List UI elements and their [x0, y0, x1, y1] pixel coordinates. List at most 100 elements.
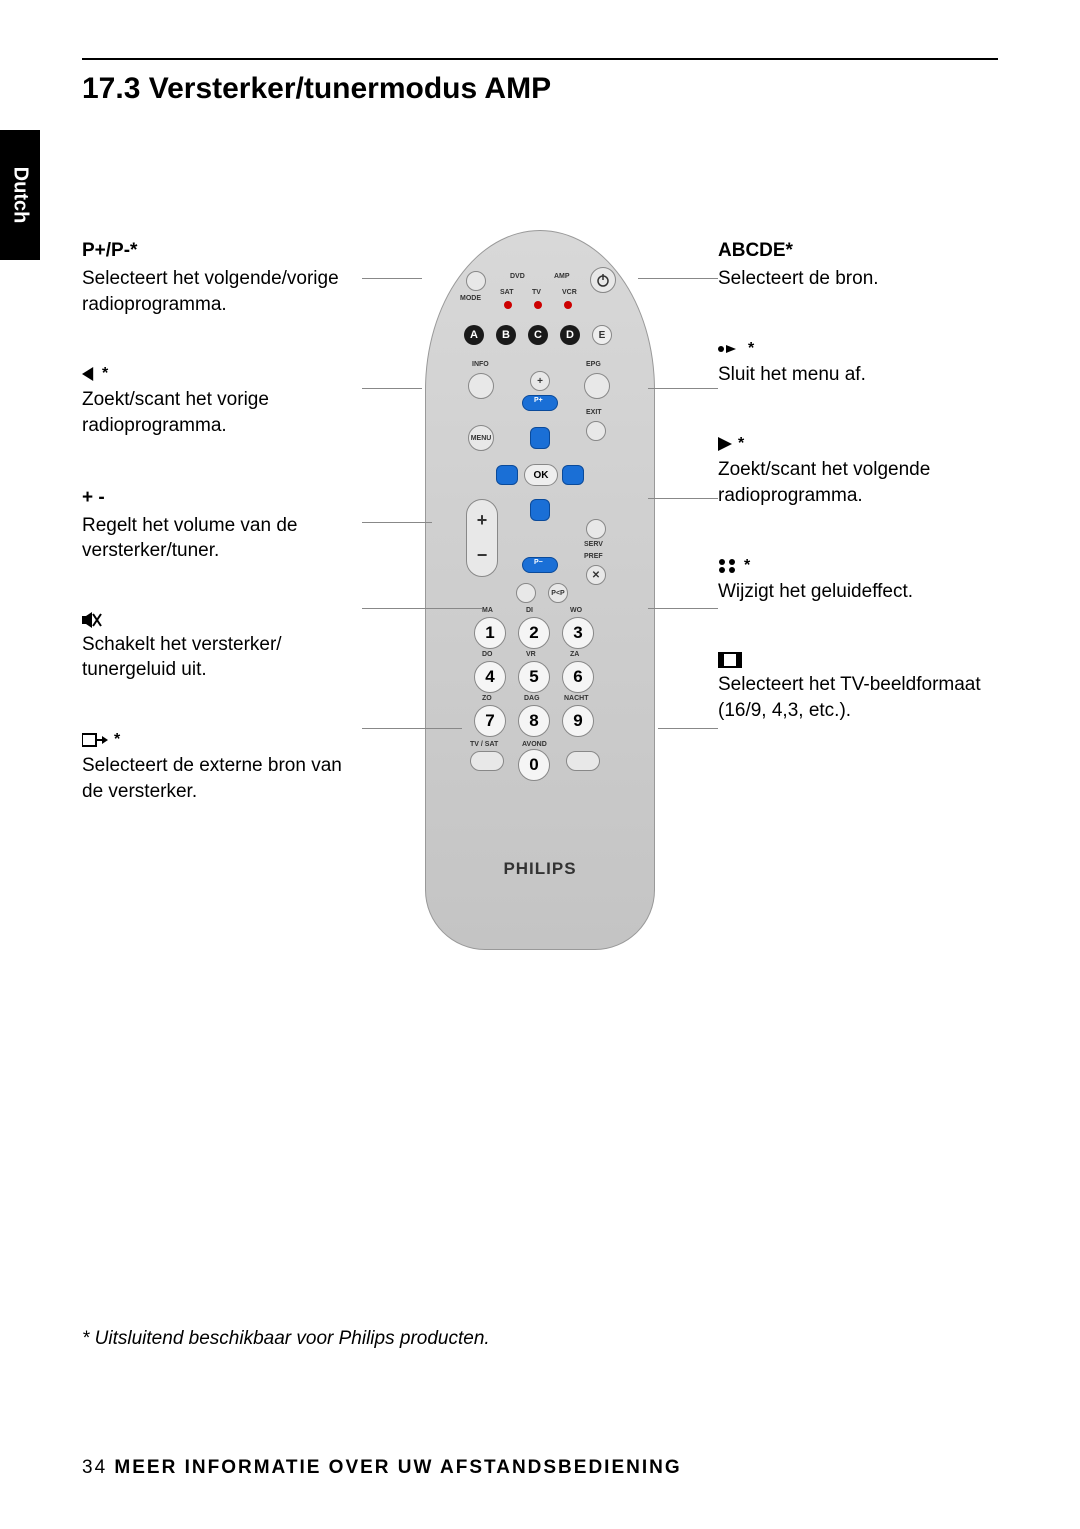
mode-label: MODE: [460, 295, 481, 302]
language-tab-text: Dutch: [9, 167, 32, 224]
pref-label: PREF: [584, 553, 603, 560]
red-led: [534, 301, 542, 309]
right-column: ABCDE* Selecteert de bron. * Sluit het m…: [718, 240, 998, 771]
nav-down-button: [530, 499, 550, 521]
num-0-button: 0: [518, 749, 550, 781]
triangle-left-icon: [82, 367, 96, 381]
desc-text: Selecteert het volgende/vorige radioprog…: [82, 266, 362, 317]
sound-effect-icon: [718, 558, 738, 574]
epg-button: [584, 373, 610, 399]
dvd-label: DVD: [510, 273, 525, 280]
desc-text: Sluit het menu af.: [718, 362, 998, 388]
desc-ext-source: * Selecteert de externe bron van de vers…: [82, 731, 362, 804]
nav-up-button: [530, 427, 550, 449]
num-1-button: 1: [474, 617, 506, 649]
desc-abcde: ABCDE* Selecteert de bron.: [718, 240, 998, 292]
tvsat-button: [470, 751, 504, 771]
asterisk: *: [102, 365, 108, 383]
leader-line: [638, 278, 718, 279]
day-label: MA: [482, 607, 493, 614]
num-4-button: 4: [474, 661, 506, 693]
asterisk: *: [748, 340, 754, 358]
desc-text: Zoekt/scant het vorige radioprogramma.: [82, 387, 362, 438]
leader-line: [362, 608, 482, 609]
num-8-button: 8: [518, 705, 550, 737]
power-button: [590, 267, 616, 293]
desc-text: Selecteert de externe bron van de verste…: [82, 753, 362, 804]
screen-format-icon: [718, 652, 742, 668]
mute-icon: [82, 612, 102, 628]
footnote: * Uitsluitend beschikbaar voor Philips p…: [82, 1328, 490, 1350]
day-label: NACHT: [564, 695, 589, 702]
asterisk: *: [738, 435, 744, 453]
day-label: VR: [526, 651, 536, 658]
exit-button: [586, 421, 606, 441]
desc-prev-scan: * Zoekt/scant het vorige radioprogramma.: [82, 365, 362, 438]
red-led: [504, 301, 512, 309]
footer: 34 MEER INFORMATIE OVER UW AFSTANDSBEDIE…: [82, 1457, 682, 1479]
desc-label: ABCDE*: [718, 240, 998, 262]
leader-line: [362, 522, 432, 523]
leader-line: [362, 388, 422, 389]
menu-button: MENU: [468, 425, 494, 451]
asterisk: *: [744, 557, 750, 575]
power-icon: [596, 273, 610, 287]
num-7-button: 7: [474, 705, 506, 737]
info-label: INFO: [472, 361, 489, 368]
desc-screen-format: Selecteert het TV-beeldformaat (16/9, 4,…: [718, 652, 998, 723]
day-label: DI: [526, 607, 533, 614]
day-label: ZO: [482, 695, 492, 702]
remote-control: DVD AMP MODE SAT TV VCR A B C D E INFO E…: [425, 230, 655, 950]
pref-button: ✕: [586, 565, 606, 585]
leader-line: [648, 608, 718, 609]
desc-exit: * Sluit het menu af.: [718, 340, 998, 388]
day-label: ZA: [570, 651, 579, 658]
letter-e-button: E: [592, 325, 612, 345]
format-button: [566, 751, 600, 771]
day-label: DAG: [524, 695, 540, 702]
pminus-label: P−: [534, 559, 543, 566]
serv-button: [586, 519, 606, 539]
plus-small-button: +: [530, 371, 550, 391]
brand-label: PHILIPS: [426, 859, 654, 879]
section-title: 17.3 Versterker/tunermodus AMP: [82, 72, 551, 106]
content-area: P+/P-* Selecteert het volgende/vorige ra…: [82, 230, 998, 990]
leader-line: [362, 728, 462, 729]
remote-body: DVD AMP MODE SAT TV VCR A B C D E INFO E…: [425, 230, 655, 950]
tvsat-label: TV / SAT: [470, 741, 498, 748]
pcp-button: P<P: [548, 583, 568, 603]
desc-text: Selecteert de bron.: [718, 266, 998, 292]
letter-c-button: C: [528, 325, 548, 345]
desc-pplus: P+/P-* Selecteert het volgende/vorige ra…: [82, 240, 362, 317]
epg-label: EPG: [586, 361, 601, 368]
triangle-right-icon: [718, 437, 732, 451]
mute-button: [516, 583, 536, 603]
num-5-button: 5: [518, 661, 550, 693]
desc-text: Zoekt/scant het volgende radioprogramma.: [718, 457, 998, 508]
leader-line: [648, 388, 718, 389]
info-button: [468, 373, 494, 399]
desc-text: Regelt het volume van de versterker/tune…: [82, 513, 362, 564]
desc-text: Schakelt het versterker/ tunergeluid uit…: [82, 632, 362, 683]
sat-label: SAT: [500, 289, 513, 296]
desc-mute: Schakelt het versterker/ tunergeluid uit…: [82, 612, 362, 683]
day-label: WO: [570, 607, 582, 614]
serv-label: SERV: [584, 541, 603, 548]
num-2-button: 2: [518, 617, 550, 649]
page-number: 34: [82, 1457, 107, 1478]
mode-button: [466, 271, 486, 291]
exit-label: EXIT: [586, 409, 602, 416]
desc-label: + -: [82, 487, 362, 509]
day-label: DO: [482, 651, 493, 658]
volume-rocker: [466, 499, 498, 577]
leader-line: [658, 728, 718, 729]
asterisk: *: [114, 731, 120, 749]
desc-label: P+/P-*: [82, 240, 362, 262]
nav-right-button: [562, 465, 584, 485]
footer-text: MEER INFORMATIE OVER UW AFSTANDSBEDIENIN…: [114, 1457, 681, 1478]
letter-b-button: B: [496, 325, 516, 345]
num-6-button: 6: [562, 661, 594, 693]
language-tab: Dutch: [0, 130, 40, 260]
leader-line: [648, 498, 718, 499]
nav-left-button: [496, 465, 518, 485]
